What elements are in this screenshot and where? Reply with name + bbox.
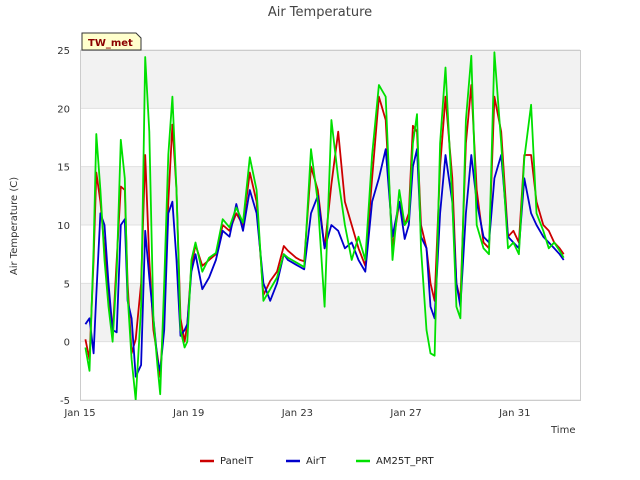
x-axis: Jan 15 Jan 19 Jan 23 Jan 27 Jan 31 xyxy=(63,408,530,419)
legend-label: PanelT xyxy=(220,456,254,467)
y-tick-label: 15 xyxy=(57,163,70,174)
chart-title: Air Temperature xyxy=(268,5,372,20)
plot-frame xyxy=(80,50,581,401)
station-tag-label: TW_met xyxy=(88,38,133,49)
legend-label: AirT xyxy=(306,456,327,467)
x-tick-label: Jan 31 xyxy=(498,408,530,419)
background-band xyxy=(80,50,580,109)
y-tick-label: 0 xyxy=(64,338,70,349)
y-tick-label: 25 xyxy=(57,46,70,57)
station-tag: TW_met xyxy=(81,32,142,51)
legend-label: AM25T_PRT xyxy=(376,456,435,467)
y-tick-label: 20 xyxy=(57,104,70,115)
y-axis-title: Air Temperature (C) xyxy=(9,177,20,275)
series-layer xyxy=(84,51,565,401)
y-tick-label: 5 xyxy=(64,279,70,290)
y-tick-label: 10 xyxy=(57,221,70,232)
legend: PanelT AirT AM25T_PRT xyxy=(200,456,435,467)
x-tick-label: Jan 15 xyxy=(63,408,95,419)
y-axis: -5 0 5 10 15 20 25 xyxy=(57,46,70,407)
y-tick-label: -5 xyxy=(60,396,70,407)
x-tick-label: Jan 27 xyxy=(389,408,421,419)
x-axis-title: Time xyxy=(550,425,575,436)
x-tick-label: Jan 23 xyxy=(281,408,313,419)
series-line-am25t-prt xyxy=(84,51,565,401)
x-tick-label: Jan 19 xyxy=(172,408,204,419)
